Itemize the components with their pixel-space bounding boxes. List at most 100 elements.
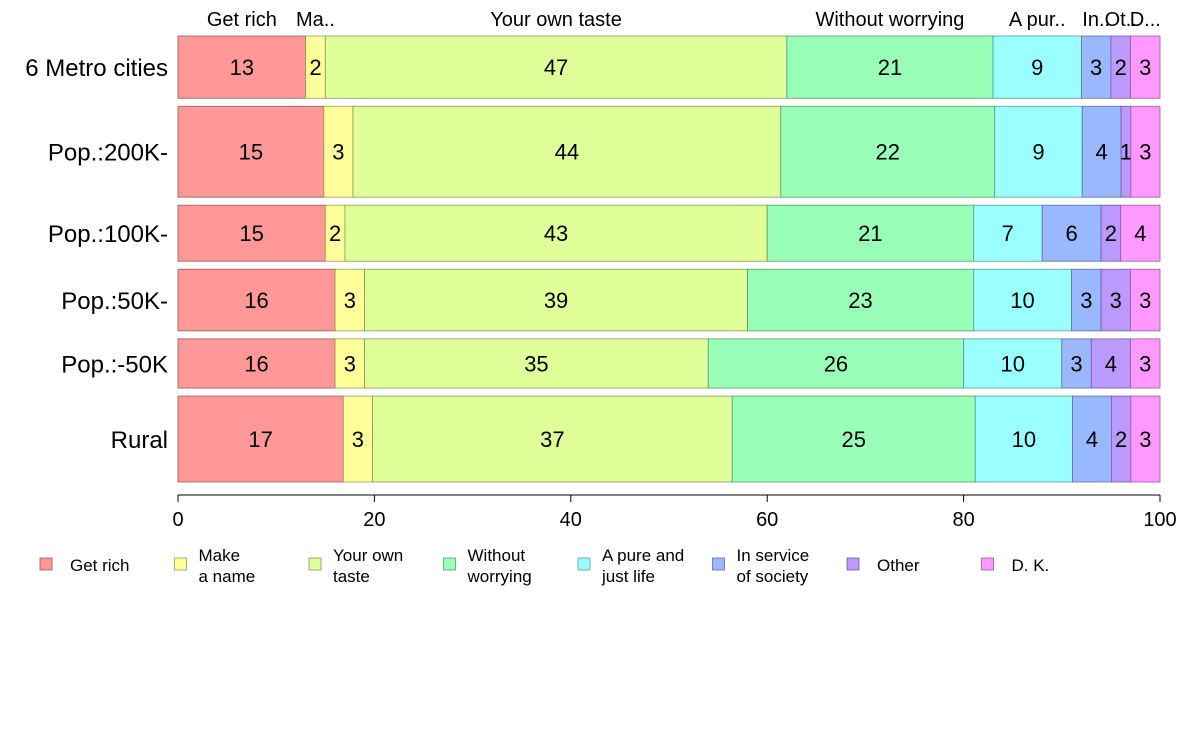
segment-top-label: Get rich	[207, 9, 277, 31]
bar-value-label: 3	[1139, 288, 1151, 313]
bar-segment	[963, 338, 1063, 389]
row-label: Pop.:50K-	[61, 288, 168, 315]
bar-segment	[334, 338, 365, 389]
bar-value-label: 16	[244, 351, 268, 376]
legend-label: D. K.	[1012, 556, 1050, 575]
bar-value-label: 9	[1032, 140, 1044, 165]
legend-swatch	[39, 557, 53, 571]
legend-label: of society	[737, 567, 809, 586]
legend-label: Without	[468, 546, 526, 565]
bar-segment	[1130, 338, 1161, 389]
bar-segment	[177, 35, 307, 99]
x-tick-label: 100	[1143, 509, 1176, 531]
bar-value-label: 3	[1080, 288, 1092, 313]
bar-value-label: 25	[841, 427, 865, 452]
legend-label: worrying	[467, 567, 532, 586]
bar-segment	[1081, 35, 1112, 99]
bar-segment	[1130, 268, 1161, 332]
legend-swatch	[712, 557, 725, 571]
bar-segment	[707, 338, 965, 389]
segment-top-label: D...	[1130, 9, 1161, 31]
segment-top-label: Ot..	[1105, 9, 1137, 31]
bar-value-label: 3	[352, 427, 364, 452]
bar-segment	[1071, 268, 1102, 332]
bar-segment	[1130, 395, 1161, 483]
bar-value-label: 2	[309, 55, 321, 80]
bar-value-label: 2	[1115, 55, 1127, 80]
x-tick-label: 0	[172, 509, 183, 531]
bar-segment	[372, 395, 733, 483]
legend-label: Other	[877, 556, 920, 575]
bar-value-label: 10	[1010, 288, 1034, 313]
bar-value-label: 13	[230, 55, 254, 80]
bar-segment	[177, 338, 336, 389]
bar-segment	[1081, 105, 1122, 198]
segment-top-label: Without worrying	[815, 9, 964, 31]
bar-value-label: 15	[239, 140, 263, 165]
bar-value-label: 39	[544, 288, 568, 313]
bar-value-label: 44	[555, 140, 579, 165]
bar-segment	[1130, 35, 1161, 99]
bar-value-label: 3	[1139, 351, 1151, 376]
bar-segment	[342, 395, 373, 483]
bar-value-label: 3	[1139, 140, 1151, 165]
bar-segment	[1120, 204, 1161, 262]
bar-value-label: 3	[344, 351, 356, 376]
row-labels: 6 Metro cities Pop.:200K- Pop.:100K- Pop.:5…	[25, 55, 168, 454]
legend-swatch	[846, 557, 860, 571]
bar-segment	[1041, 204, 1102, 262]
legend-label: A pure and	[602, 546, 684, 565]
bar-segment	[731, 395, 976, 483]
bar-segment	[766, 204, 974, 262]
bar-value-label: 3	[332, 140, 344, 165]
bar-value-label: 16	[244, 288, 268, 313]
bar-segment	[780, 105, 996, 198]
bar-value-label: 43	[544, 221, 568, 246]
bar-value-label: 2	[1115, 427, 1127, 452]
x-axis: 0 20 40 60 80 100	[172, 494, 1177, 531]
x-tick-label: 20	[363, 509, 385, 531]
legend-label: Make	[199, 546, 241, 565]
bar-segment	[324, 35, 788, 99]
bar-segment	[1130, 105, 1161, 198]
bar-value-label: 10	[1000, 351, 1024, 376]
bar-value-label: 22	[876, 140, 900, 165]
legend-label: Your own	[333, 546, 403, 565]
bar-segment	[973, 268, 1073, 332]
bars: 13 2 47 21 9 3 2 315 3 44 22 9 4 1 315 2 43 21 7 6 2 416 3 39 23…	[177, 35, 1161, 483]
bar-segment	[747, 268, 974, 332]
segment-top-label: A pur..	[1009, 9, 1066, 31]
bar-segment	[1072, 395, 1112, 483]
bar-segment	[974, 395, 1073, 483]
segment-top-label: Ma..	[296, 9, 335, 31]
legend-label: Get rich	[70, 556, 130, 575]
bar-segment	[364, 338, 709, 389]
bar-segment	[344, 204, 768, 262]
bar-value-label: 9	[1031, 55, 1043, 80]
legend-label: taste	[333, 567, 370, 586]
segment-top-label: Your own taste	[490, 9, 622, 31]
bar-value-label: 35	[524, 351, 548, 376]
bar-value-label: 3	[1110, 288, 1122, 313]
bar-value-label: 26	[824, 351, 848, 376]
segment-top-label: In..	[1082, 9, 1110, 31]
bar-segment	[177, 395, 344, 483]
bar-segment	[786, 35, 994, 99]
bar-value-label: 2	[329, 221, 341, 246]
bar-value-label: 3	[1139, 427, 1151, 452]
legend: Get rich Make a name Your own taste Without wo…	[39, 546, 1050, 586]
bar-segment	[177, 268, 336, 332]
bar-segment	[1061, 338, 1092, 389]
bar-value-label: 7	[1002, 221, 1014, 246]
bar-segment	[323, 105, 354, 198]
x-tick-label: 40	[560, 509, 582, 531]
legend-swatch	[981, 557, 994, 571]
legend-swatch	[308, 557, 322, 571]
bar-segment	[1100, 268, 1131, 332]
bar-value-label: 15	[239, 221, 263, 246]
row-label: 6 Metro cities	[25, 55, 168, 82]
bar-value-label: 1	[1120, 140, 1132, 165]
bar-segment	[334, 268, 365, 332]
legend-swatch	[577, 557, 591, 571]
